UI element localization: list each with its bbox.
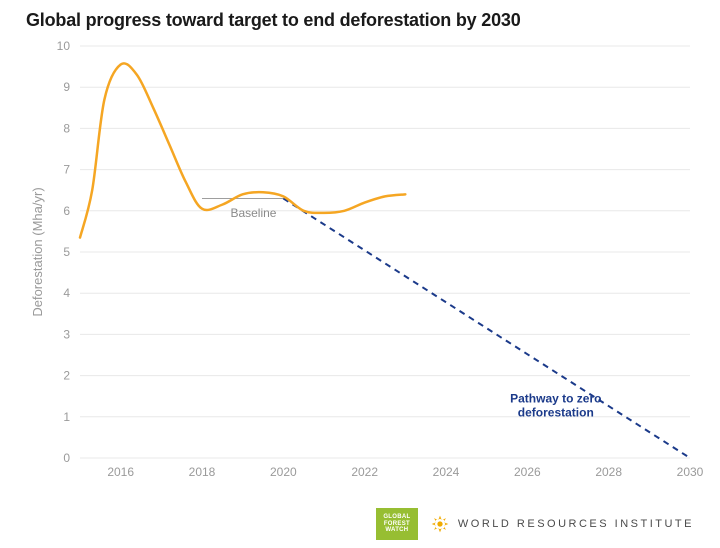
x-tick-label: 2030 [677,465,704,479]
baseline-label: Baseline [230,206,276,220]
x-tick-label: 2026 [514,465,541,479]
y-axis-label: Deforestation (Mha/yr) [30,187,45,316]
wri-mark-icon [430,514,450,534]
x-tick-label: 2028 [595,465,622,479]
wri-logo: WORLD RESOURCES INSTITUTE [430,514,694,534]
gfw-logo-line3: WATCH [385,527,408,534]
footer-logos: GLOBAL FOREST WATCH WORLD RESOURCES INST… [376,508,694,540]
gfw-logo-line1: GLOBAL [383,514,410,521]
y-tick-label: 9 [63,80,70,94]
pathway-line [283,198,690,458]
x-tick-label: 2020 [270,465,297,479]
x-tick-label: 2024 [433,465,460,479]
pathway-label-line2: deforestation [518,405,594,419]
y-tick-label: 0 [63,451,70,465]
line-chart: 0 1 2 3 4 5 6 7 8 9 10 2016 2018 2020 2022 2024 2026 2028… [26,38,696,488]
y-tick-label: 5 [63,245,70,259]
chart-container: 0 1 2 3 4 5 6 7 8 9 10 2016 2018 2020 2022 2024 2026 2028… [26,38,696,488]
y-tick-label: 1 [63,410,70,424]
chart-title: Global progress toward target to end def… [26,10,521,31]
wri-logo-text: WORLD RESOURCES INSTITUTE [458,518,694,530]
x-tick-label: 2018 [189,465,216,479]
x-tick-label: 2016 [107,465,134,479]
y-tick-label: 10 [57,39,71,53]
y-tick-label: 8 [63,121,70,135]
gfw-logo-line2: FOREST [384,521,410,528]
y-tick-label: 6 [63,204,70,218]
gfw-logo: GLOBAL FOREST WATCH [376,508,418,540]
y-tick-label: 3 [63,327,70,341]
y-tick-label: 2 [63,369,70,383]
y-tick-label: 4 [63,286,70,300]
page: Global progress toward target to end def… [0,0,720,548]
x-tick-label: 2022 [351,465,378,479]
y-tick-label: 7 [63,163,70,177]
pathway-label-line1: Pathway to zero [510,391,601,405]
